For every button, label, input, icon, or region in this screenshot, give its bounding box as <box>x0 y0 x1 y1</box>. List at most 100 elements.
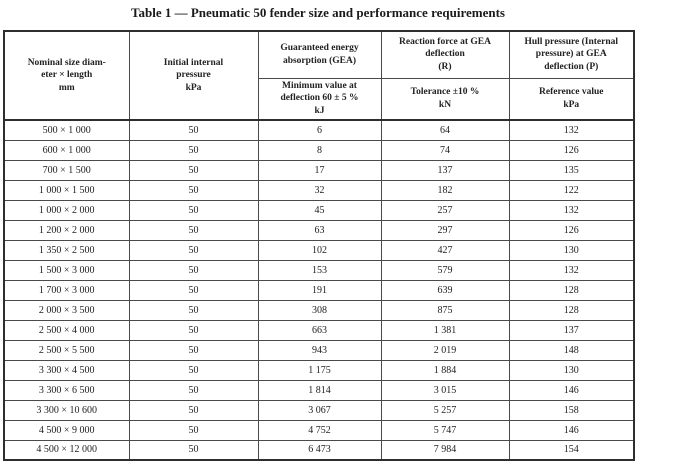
table-row: 2 000 × 3 500 50 308 875 128 <box>3 299 635 321</box>
table-header: Nominal size diam- eter × length mm Init… <box>3 30 635 121</box>
cell-gea-minimum: 6 <box>257 119 382 141</box>
cell-hull-pressure: 126 <box>508 219 635 241</box>
cell-hull-pressure: 146 <box>508 419 635 441</box>
cell-reaction-force: 5 747 <box>380 419 510 441</box>
header-guaranteed-energy-absorption: Guaranteed energy absorption (GEA) <box>257 30 382 79</box>
cell-nominal-size: 3 300 × 6 500 <box>3 379 130 401</box>
cell-hull-pressure: 130 <box>508 239 635 261</box>
cell-reaction-force: 74 <box>380 139 510 161</box>
table-row: 3 300 × 6 500 50 1 814 3 015 146 <box>3 379 635 401</box>
cell-initial-pressure: 50 <box>128 119 259 141</box>
fender-spec-table: Nominal size diam- eter × length mm Init… <box>3 30 635 461</box>
header-gea-minimum-value: Minimum value at deflection 60 ± 5 % kJ <box>257 77 382 121</box>
cell-initial-pressure: 50 <box>128 299 259 321</box>
cell-gea-minimum: 45 <box>257 199 382 221</box>
table-row: 700 × 1 500 50 17 137 135 <box>3 159 635 181</box>
cell-initial-pressure: 50 <box>128 259 259 281</box>
cell-gea-minimum: 663 <box>257 319 382 341</box>
table-row: 1 200 × 2 000 50 63 297 126 <box>3 219 635 241</box>
cell-gea-minimum: 4 752 <box>257 419 382 441</box>
cell-initial-pressure: 50 <box>128 279 259 301</box>
cell-gea-minimum: 943 <box>257 339 382 361</box>
table-row: 1 000 × 1 500 50 32 182 122 <box>3 179 635 201</box>
table-row: 4 500 × 9 000 50 4 752 5 747 146 <box>3 419 635 441</box>
cell-reaction-force: 5 257 <box>380 399 510 421</box>
cell-gea-minimum: 1 814 <box>257 379 382 401</box>
cell-reaction-force: 257 <box>380 199 510 221</box>
cell-nominal-size: 1 500 × 3 000 <box>3 259 130 281</box>
cell-hull-pressure: 132 <box>508 119 635 141</box>
cell-reaction-force: 182 <box>380 179 510 201</box>
cell-nominal-size: 1 200 × 2 000 <box>3 219 130 241</box>
cell-nominal-size: 1 000 × 2 000 <box>3 199 130 221</box>
cell-reaction-force: 639 <box>380 279 510 301</box>
cell-nominal-size: 4 500 × 9 000 <box>3 419 130 441</box>
table-row: 500 × 1 000 50 6 64 132 <box>3 119 635 141</box>
cell-gea-minimum: 308 <box>257 299 382 321</box>
cell-nominal-size: 2 500 × 5 500 <box>3 339 130 361</box>
cell-hull-pressure: 122 <box>508 179 635 201</box>
cell-hull-pressure: 137 <box>508 319 635 341</box>
cell-initial-pressure: 50 <box>128 439 259 461</box>
document-page: Table 1 — Pneumatic 50 fender size and p… <box>3 5 635 461</box>
header-hull-pressure: Hull pressure (Internal pressure) at GEA… <box>508 30 635 79</box>
header-nominal-size: Nominal size diam- eter × length mm <box>3 30 130 121</box>
header-initial-pressure: Initial internal pressure kPa <box>128 30 259 121</box>
cell-hull-pressure: 128 <box>508 299 635 321</box>
cell-initial-pressure: 50 <box>128 239 259 261</box>
cell-nominal-size: 1 700 × 3 000 <box>3 279 130 301</box>
cell-hull-pressure: 132 <box>508 199 635 221</box>
cell-hull-pressure: 135 <box>508 159 635 181</box>
cell-reaction-force: 297 <box>380 219 510 241</box>
cell-reaction-force: 2 019 <box>380 339 510 361</box>
cell-nominal-size: 700 × 1 500 <box>3 159 130 181</box>
cell-initial-pressure: 50 <box>128 399 259 421</box>
cell-reaction-force: 579 <box>380 259 510 281</box>
cell-gea-minimum: 6 473 <box>257 439 382 461</box>
table-row: 1 700 × 3 000 50 191 639 128 <box>3 279 635 301</box>
cell-nominal-size: 500 × 1 000 <box>3 119 130 141</box>
cell-initial-pressure: 50 <box>128 319 259 341</box>
table-row: 2 500 × 4 000 50 663 1 381 137 <box>3 319 635 341</box>
cell-gea-minimum: 153 <box>257 259 382 281</box>
cell-nominal-size: 1 350 × 2 500 <box>3 239 130 261</box>
table-row: 1 500 × 3 000 50 153 579 132 <box>3 259 635 281</box>
cell-hull-pressure: 132 <box>508 259 635 281</box>
table-row: 4 500 × 12 000 50 6 473 7 984 154 <box>3 439 635 461</box>
cell-nominal-size: 1 000 × 1 500 <box>3 179 130 201</box>
cell-hull-pressure: 146 <box>508 379 635 401</box>
cell-hull-pressure: 128 <box>508 279 635 301</box>
cell-initial-pressure: 50 <box>128 359 259 381</box>
table-row: 1 000 × 2 000 50 45 257 132 <box>3 199 635 221</box>
table-row: 600 × 1 000 50 8 74 126 <box>3 139 635 161</box>
cell-gea-minimum: 102 <box>257 239 382 261</box>
cell-reaction-force: 3 015 <box>380 379 510 401</box>
table-row: 2 500 × 5 500 50 943 2 019 148 <box>3 339 635 361</box>
cell-hull-pressure: 130 <box>508 359 635 381</box>
header-hull-reference-value: Reference value kPa <box>508 77 635 121</box>
cell-initial-pressure: 50 <box>128 179 259 201</box>
cell-nominal-size: 600 × 1 000 <box>3 139 130 161</box>
cell-gea-minimum: 8 <box>257 139 382 161</box>
table-row: 3 300 × 10 600 50 3 067 5 257 158 <box>3 399 635 421</box>
table-row: 3 300 × 4 500 50 1 175 1 884 130 <box>3 359 635 381</box>
cell-gea-minimum: 17 <box>257 159 382 181</box>
cell-gea-minimum: 32 <box>257 179 382 201</box>
cell-reaction-force: 1 884 <box>380 359 510 381</box>
table-title: Table 1 — Pneumatic 50 fender size and p… <box>131 5 505 20</box>
cell-hull-pressure: 126 <box>508 139 635 161</box>
cell-gea-minimum: 191 <box>257 279 382 301</box>
cell-reaction-force: 7 984 <box>380 439 510 461</box>
cell-reaction-force: 137 <box>380 159 510 181</box>
cell-initial-pressure: 50 <box>128 199 259 221</box>
header-reaction-force: Reaction force at GEA deflection (R) <box>380 30 510 79</box>
cell-reaction-force: 875 <box>380 299 510 321</box>
cell-reaction-force: 64 <box>380 119 510 141</box>
cell-nominal-size: 4 500 × 12 000 <box>3 439 130 461</box>
cell-nominal-size: 2 500 × 4 000 <box>3 319 130 341</box>
cell-hull-pressure: 154 <box>508 439 635 461</box>
cell-gea-minimum: 3 067 <box>257 399 382 421</box>
cell-hull-pressure: 148 <box>508 339 635 361</box>
cell-gea-minimum: 63 <box>257 219 382 241</box>
cell-initial-pressure: 50 <box>128 379 259 401</box>
